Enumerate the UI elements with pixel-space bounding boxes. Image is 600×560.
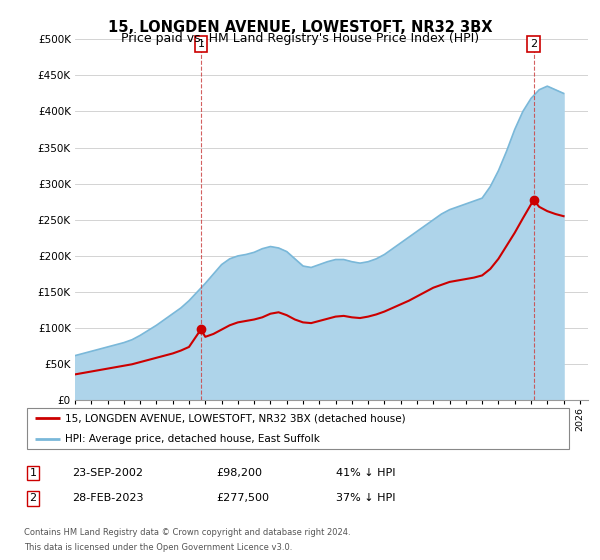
Text: Contains HM Land Registry data © Crown copyright and database right 2024.: Contains HM Land Registry data © Crown c… xyxy=(24,528,350,536)
Text: 15, LONGDEN AVENUE, LOWESTOFT, NR32 3BX: 15, LONGDEN AVENUE, LOWESTOFT, NR32 3BX xyxy=(108,20,492,35)
FancyBboxPatch shape xyxy=(27,408,569,449)
Text: 15, LONGDEN AVENUE, LOWESTOFT, NR32 3BX (detached house): 15, LONGDEN AVENUE, LOWESTOFT, NR32 3BX … xyxy=(65,413,406,423)
Text: 1: 1 xyxy=(197,39,205,49)
Text: £277,500: £277,500 xyxy=(216,493,269,503)
Text: 37% ↓ HPI: 37% ↓ HPI xyxy=(336,493,395,503)
Text: HPI: Average price, detached house, East Suffolk: HPI: Average price, detached house, East… xyxy=(65,433,320,444)
Text: 1: 1 xyxy=(29,468,37,478)
Text: 28-FEB-2023: 28-FEB-2023 xyxy=(72,493,143,503)
Text: Price paid vs. HM Land Registry's House Price Index (HPI): Price paid vs. HM Land Registry's House … xyxy=(121,32,479,45)
Text: 2: 2 xyxy=(530,39,537,49)
Text: 23-SEP-2002: 23-SEP-2002 xyxy=(72,468,143,478)
Text: £98,200: £98,200 xyxy=(216,468,262,478)
Text: 41% ↓ HPI: 41% ↓ HPI xyxy=(336,468,395,478)
Text: 2: 2 xyxy=(29,493,37,503)
Text: This data is licensed under the Open Government Licence v3.0.: This data is licensed under the Open Gov… xyxy=(24,543,292,552)
